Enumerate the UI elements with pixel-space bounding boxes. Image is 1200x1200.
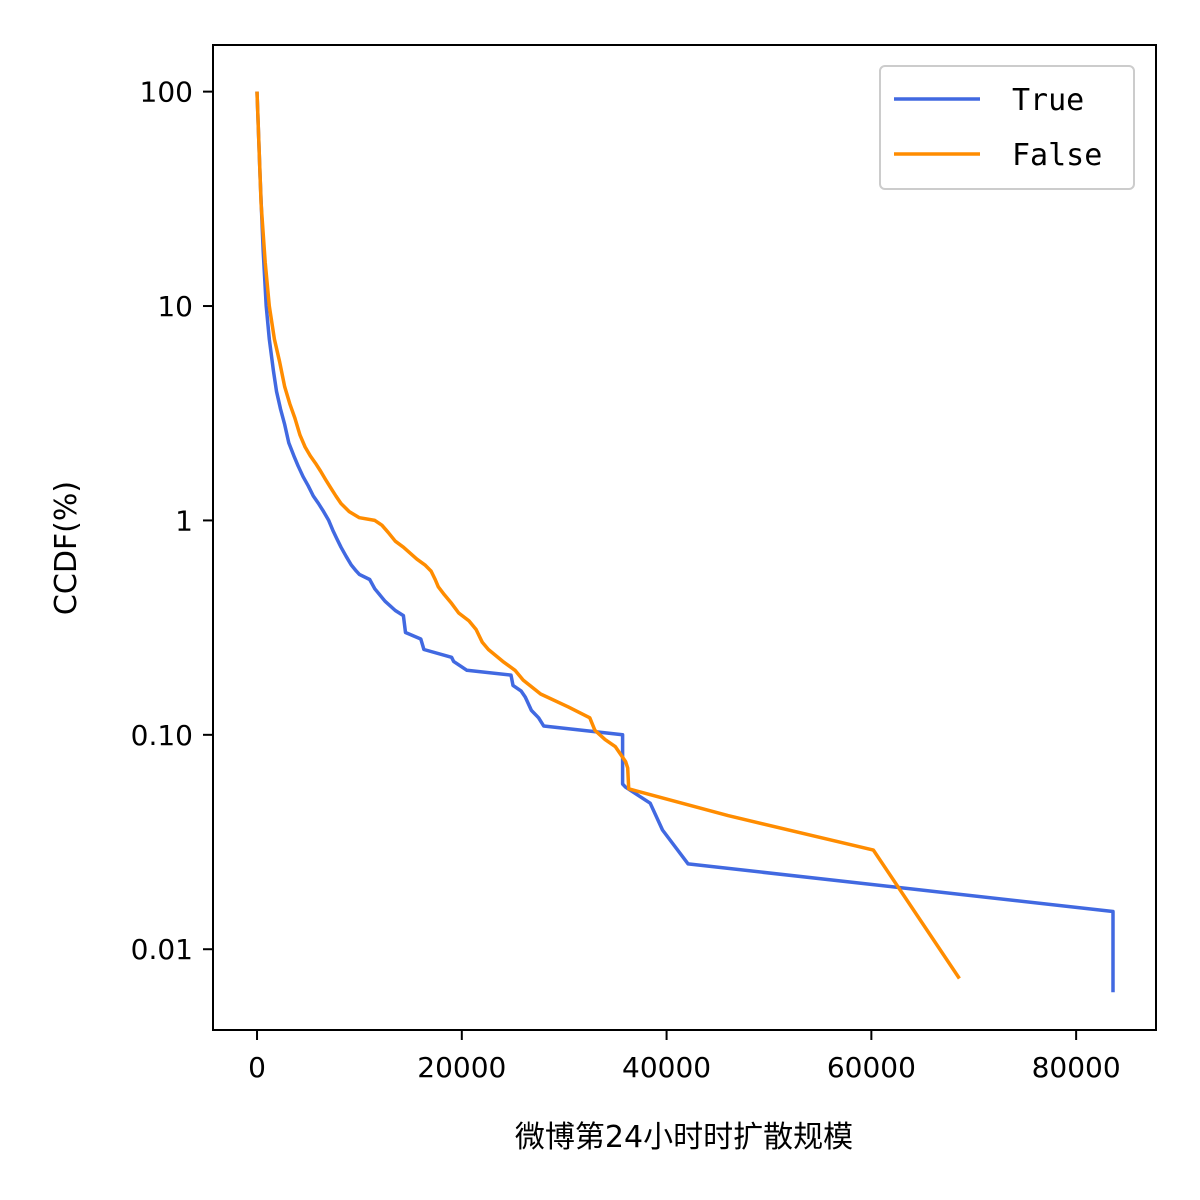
y-tick-label: 1 xyxy=(175,504,193,537)
x-tick-label: 80000 xyxy=(1032,1051,1121,1084)
x-tick-label: 0 xyxy=(248,1051,266,1084)
x-tick-label: 20000 xyxy=(417,1051,506,1084)
legend-box xyxy=(879,65,1135,190)
legend-label-false: False xyxy=(1012,138,1102,173)
plot-frame xyxy=(212,44,1157,1031)
x-axis: 0 20000 40000 60000 80000 xyxy=(248,1030,1121,1084)
series-line-false xyxy=(255,91,961,980)
x-tick-label: 40000 xyxy=(622,1051,711,1084)
y-axis: 100 10 1 0.10 0.01 xyxy=(131,76,213,966)
y-tick-label: 10 xyxy=(157,290,193,323)
legend-label-true: True xyxy=(1012,83,1084,118)
legend: True False xyxy=(879,65,1135,190)
series-line-true xyxy=(255,91,1115,993)
x-axis-label: 微博第24小时时扩散规模 xyxy=(515,1120,853,1155)
y-tick-label: 0.10 xyxy=(131,719,193,752)
y-axis-label: CCDF(%) xyxy=(49,481,84,615)
series-layer xyxy=(255,91,1115,993)
y-tick-label: 100 xyxy=(140,76,193,109)
x-tick-label: 60000 xyxy=(827,1051,916,1084)
y-tick-label: 0.01 xyxy=(131,933,193,966)
